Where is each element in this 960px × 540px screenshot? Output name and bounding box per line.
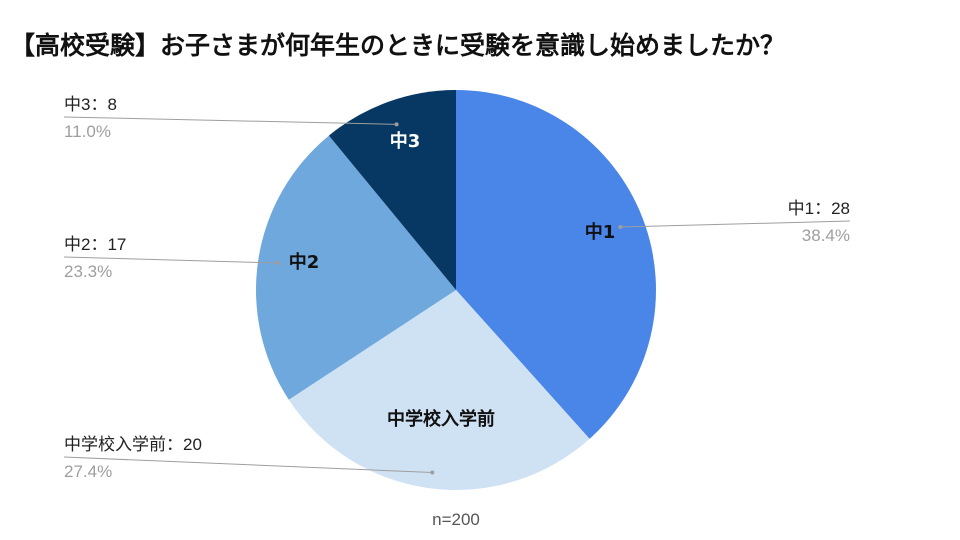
pie-slices: [256, 90, 656, 491]
slice-中2-inner-label: 中2: [289, 251, 320, 273]
slice-中学校入学前-leader-line: [63, 456, 433, 473]
slice-中1: [456, 90, 656, 439]
slice-中学校入学前-percent-label: 27.4%: [64, 462, 112, 481]
slice-中2-leader-dot: [276, 260, 281, 265]
sample-size-note: n=200: [432, 510, 480, 529]
slice-中2-value-label: 中2：17: [64, 235, 126, 254]
slice-中3-percent-label: 11.0%: [64, 122, 111, 141]
slice-中1-value-label: 中1：28: [788, 199, 850, 218]
slice-中3-inner-label: 中3: [390, 130, 421, 152]
slice-中学校入学前: [288, 290, 590, 491]
slice-中2: [256, 135, 456, 400]
slice-中2-leader-line: [63, 256, 279, 264]
chart-title: 【高校受験】お子さまが何年生のときに受験を意識し始めましたか？: [10, 31, 786, 60]
slice-中3-leader-line: [63, 116, 397, 125]
slice-中1-leader-line: [620, 220, 851, 228]
slice-中2-percent-label: 23.3%: [64, 262, 112, 281]
leader-lines: [63, 116, 851, 475]
slice-中学校入学前-value-label: 中学校入学前：20: [64, 435, 202, 454]
slice-中3-leader-dot: [394, 122, 399, 127]
slice-中1-inner-label: 中1: [585, 221, 616, 243]
slice-中学校入学前-leader-dot: [430, 470, 435, 475]
slice-中学校入学前-inner-label: 中学校入学前: [387, 408, 495, 430]
slice-中1-leader-dot: [618, 225, 623, 230]
slice-中3: [328, 90, 456, 290]
slice-中3-value-label: 中3：8: [64, 95, 117, 114]
slice-中1-percent-label: 38.4%: [802, 226, 850, 245]
